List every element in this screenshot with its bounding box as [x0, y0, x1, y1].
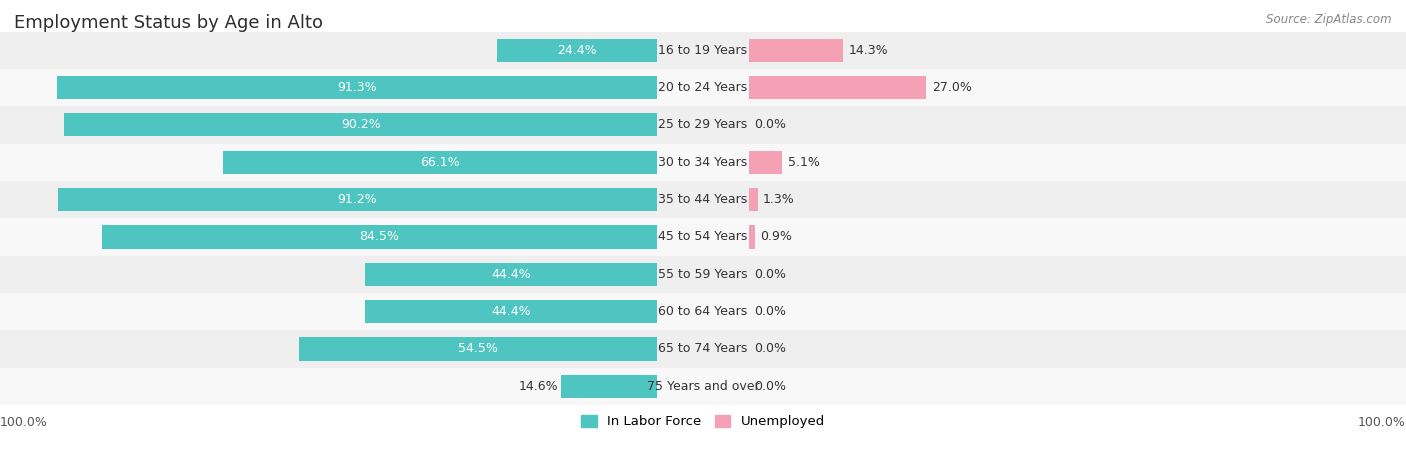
Text: 14.6%: 14.6%: [519, 380, 558, 393]
Text: 75 Years and over: 75 Years and over: [647, 380, 759, 393]
Bar: [299, 338, 657, 360]
Bar: [0, 106, 1406, 144]
Text: 1.3%: 1.3%: [763, 193, 794, 206]
Text: 55 to 59 Years: 55 to 59 Years: [658, 268, 748, 281]
Text: 91.3%: 91.3%: [337, 81, 377, 94]
Bar: [58, 188, 657, 211]
Text: 100.0%: 100.0%: [0, 416, 48, 429]
Bar: [0, 330, 1406, 368]
Text: 5.1%: 5.1%: [787, 156, 820, 169]
Bar: [366, 300, 657, 323]
Bar: [749, 188, 758, 211]
Bar: [749, 76, 927, 99]
Text: 24.4%: 24.4%: [557, 44, 596, 57]
Text: Source: ZipAtlas.com: Source: ZipAtlas.com: [1267, 14, 1392, 27]
Text: 20 to 24 Years: 20 to 24 Years: [658, 81, 748, 94]
Bar: [222, 151, 657, 174]
Bar: [561, 375, 657, 398]
Text: 100.0%: 100.0%: [1358, 416, 1406, 429]
Bar: [0, 181, 1406, 218]
Text: 45 to 54 Years: 45 to 54 Years: [658, 230, 748, 243]
Bar: [58, 76, 657, 99]
Legend: In Labor Force, Unemployed: In Labor Force, Unemployed: [581, 415, 825, 428]
Text: 44.4%: 44.4%: [491, 268, 531, 281]
Bar: [749, 39, 844, 62]
Bar: [0, 144, 1406, 181]
Text: 60 to 64 Years: 60 to 64 Years: [658, 305, 748, 318]
Text: 0.0%: 0.0%: [754, 268, 786, 281]
Text: 66.1%: 66.1%: [420, 156, 460, 169]
Bar: [366, 263, 657, 286]
Text: 0.0%: 0.0%: [754, 118, 786, 131]
Text: 0.0%: 0.0%: [754, 380, 786, 393]
Text: 30 to 34 Years: 30 to 34 Years: [658, 156, 748, 169]
Bar: [0, 293, 1406, 330]
Text: Employment Status by Age in Alto: Employment Status by Age in Alto: [14, 14, 323, 32]
Bar: [496, 39, 657, 62]
Text: 0.0%: 0.0%: [754, 305, 786, 318]
Bar: [0, 256, 1406, 293]
Bar: [0, 368, 1406, 405]
Text: 84.5%: 84.5%: [360, 230, 399, 243]
Text: 0.0%: 0.0%: [754, 342, 786, 356]
Bar: [65, 113, 657, 136]
Text: 90.2%: 90.2%: [340, 118, 381, 131]
Text: 14.3%: 14.3%: [848, 44, 887, 57]
Text: 35 to 44 Years: 35 to 44 Years: [658, 193, 748, 206]
Bar: [0, 218, 1406, 256]
Bar: [0, 32, 1406, 69]
Text: 16 to 19 Years: 16 to 19 Years: [658, 44, 748, 57]
Text: 54.5%: 54.5%: [458, 342, 498, 356]
Text: 65 to 74 Years: 65 to 74 Years: [658, 342, 748, 356]
Bar: [0, 69, 1406, 106]
Bar: [749, 225, 755, 248]
Text: 27.0%: 27.0%: [932, 81, 972, 94]
Text: 44.4%: 44.4%: [491, 305, 531, 318]
Text: 0.9%: 0.9%: [761, 230, 792, 243]
Bar: [101, 225, 657, 248]
Bar: [749, 151, 783, 174]
Text: 91.2%: 91.2%: [337, 193, 377, 206]
Text: 25 to 29 Years: 25 to 29 Years: [658, 118, 748, 131]
